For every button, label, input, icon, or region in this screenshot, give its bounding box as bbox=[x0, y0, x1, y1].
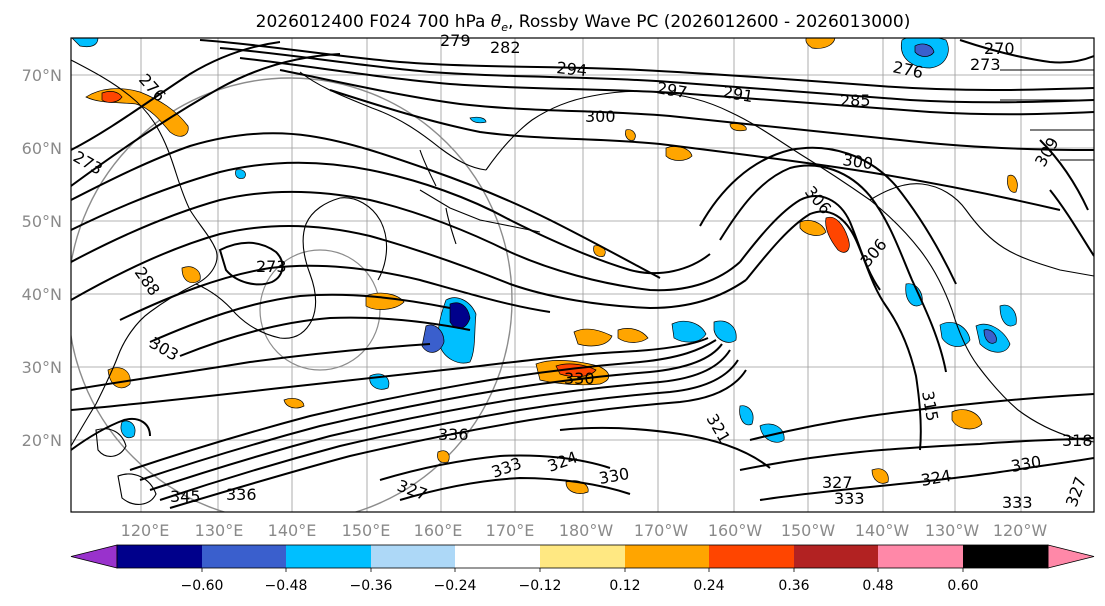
contour-label: 333 bbox=[1002, 493, 1033, 512]
lon-label: 170°W bbox=[634, 521, 689, 540]
lon-label: 150°W bbox=[781, 521, 836, 540]
contour-label: 273 bbox=[256, 257, 287, 276]
colorbar-segment bbox=[709, 545, 794, 568]
colorbar-tick-label: 0.60 bbox=[947, 578, 978, 594]
colorbar-segment bbox=[117, 545, 202, 568]
lon-label: 140°W bbox=[855, 521, 910, 540]
contour-label: 282 bbox=[490, 38, 521, 57]
colorbar-segment bbox=[625, 545, 709, 568]
colorbar-segment bbox=[202, 545, 286, 568]
lat-label: 50°N bbox=[22, 212, 62, 231]
colorbar-segment bbox=[455, 545, 540, 568]
lon-label: 120°W bbox=[993, 521, 1048, 540]
colorbar-tick-label: 0.36 bbox=[778, 578, 809, 594]
contour-label: 336 bbox=[226, 485, 257, 504]
colorbar-tick-label: 0.24 bbox=[693, 578, 724, 594]
longitude-labels: 120°E 130°E 140°E 150°E 160°E 170°E 180°… bbox=[121, 521, 1048, 540]
lon-label: 170°E bbox=[486, 521, 535, 540]
colorbar-extend-min bbox=[70, 544, 118, 569]
contour-label: 336 bbox=[438, 425, 469, 444]
latitude-labels: 70°N 60°N 50°N 40°N 30°N 20°N bbox=[22, 66, 62, 450]
colorbar-tick-label: −0.12 bbox=[519, 578, 562, 594]
colorbar-segment bbox=[371, 545, 455, 568]
contour-label: 333 bbox=[834, 489, 865, 508]
colorbar-tick-label: 0.12 bbox=[609, 578, 640, 594]
contour-label: 318 bbox=[1062, 431, 1093, 450]
map-gridlines bbox=[71, 38, 1094, 512]
lon-label: 180°W bbox=[559, 521, 614, 540]
colorbar-segment bbox=[878, 545, 963, 568]
contour-label: 273 bbox=[970, 55, 1001, 74]
lon-label: 130°W bbox=[925, 521, 980, 540]
contour-label: 270 bbox=[984, 39, 1015, 58]
map-panel: 276 273 279 282 294 297 291 285 270 276 … bbox=[70, 31, 1095, 513]
map-background bbox=[71, 38, 1094, 512]
contour-label: 279 bbox=[440, 31, 471, 50]
colorbar-tick-label: −0.24 bbox=[434, 578, 477, 594]
range-circles bbox=[71, 77, 513, 512]
map-frame bbox=[70, 37, 1095, 513]
colorbar-segment bbox=[540, 545, 625, 568]
lat-label: 70°N bbox=[22, 66, 62, 85]
colorbar-tick-label: 0.48 bbox=[862, 578, 893, 594]
lon-label: 160°E bbox=[414, 521, 463, 540]
lon-label: 160°W bbox=[708, 521, 763, 540]
contour-label: 330 bbox=[564, 369, 595, 388]
colorbar-tick-label: −0.36 bbox=[350, 578, 393, 594]
colorbar-segment bbox=[963, 545, 1048, 568]
anomaly-shading bbox=[71, 38, 1018, 494]
contour-label: 345 bbox=[170, 487, 201, 506]
lon-label: 130°E bbox=[195, 521, 244, 540]
colorbar-ticks bbox=[201, 568, 964, 572]
theta-e-contours bbox=[71, 39, 1094, 509]
figure-title: 2026012400 F024 700 hPa θe, Rossby Wave … bbox=[256, 12, 911, 34]
colorbar-extend-max bbox=[1047, 544, 1095, 569]
lat-label: 60°N bbox=[22, 139, 62, 158]
contour-label: 285 bbox=[840, 91, 871, 110]
colorbar-segment bbox=[286, 545, 371, 568]
colorbar: −0.60 −0.48 −0.36 −0.24 −0.12 0.12 0.24 … bbox=[70, 544, 1095, 594]
colorbar-segment bbox=[794, 545, 878, 568]
lon-label: 150°E bbox=[342, 521, 391, 540]
lon-label: 140°E bbox=[268, 521, 317, 540]
contour-label: 294 bbox=[556, 58, 588, 80]
lon-label: 120°E bbox=[121, 521, 170, 540]
contour-label: 300 bbox=[585, 107, 616, 126]
lat-label: 30°N bbox=[22, 358, 62, 377]
colorbar-tick-label: −0.48 bbox=[265, 578, 308, 594]
lat-label: 40°N bbox=[22, 285, 62, 304]
colorbar-frame bbox=[116, 544, 1049, 569]
contour-label: 327 bbox=[822, 473, 853, 492]
colorbar-tick-label: −0.60 bbox=[181, 578, 224, 594]
contour-label: 300 bbox=[841, 150, 874, 173]
lat-label: 20°N bbox=[22, 431, 62, 450]
